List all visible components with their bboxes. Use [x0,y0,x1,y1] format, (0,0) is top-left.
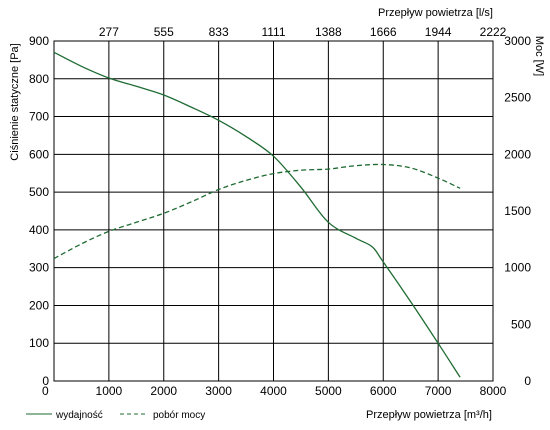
bottom-tick-label: 3000 [205,384,232,398]
bottom-tick-label: 1000 [96,384,123,398]
left-tick-label: 500 [29,185,49,199]
top-tick-label: 833 [209,25,229,39]
series-line-power [53,163,461,260]
legend-label-solid: wydajność [55,410,103,421]
series-layer [53,51,461,378]
right-tick-label: 2000 [504,147,531,161]
bottom-axis-label: Przepływ powietrza [m³/h] [366,409,492,421]
legend-label-dashed: pobór mocy [153,410,205,421]
top-axis-ticks: 277 555 833 1111 1388 1666 1944 2222 [99,25,507,39]
left-tick-label: 0 [42,374,49,388]
bottom-tick-label: 6000 [370,384,397,398]
bottom-tick-label: 7000 [425,384,452,398]
top-tick-label: 1388 [315,25,342,39]
left-tick-label: 400 [29,223,49,237]
right-tick-label: 500 [511,317,531,331]
left-axis-label: Ciśnienie statyczne [Pa] [9,43,21,160]
grid [54,41,493,381]
left-tick-label: 900 [29,34,49,48]
legend: wydajność pobór mocy [26,410,205,421]
bottom-tick-label: 8000 [480,384,507,398]
right-tick-label: 0 [524,374,531,388]
left-tick-label: 100 [29,336,49,350]
right-tick-label: 3000 [504,34,531,48]
left-tick-label: 700 [29,110,49,124]
left-tick-label: 800 [29,72,49,86]
series-line-performance [53,51,461,378]
top-tick-label: 1944 [425,25,452,39]
left-tick-label: 300 [29,261,49,275]
top-tick-label: 1111 [261,25,285,39]
bottom-tick-label: 4000 [260,384,287,398]
right-tick-label: 1500 [504,204,531,218]
top-tick-label: 1666 [370,25,397,39]
left-axis-ticks: 0 100 200 300 400 500 600 700 800 900 [29,34,49,388]
right-axis-ticks: 0 500 1000 1500 2000 2500 3000 [504,34,531,388]
left-tick-label: 600 [29,147,49,161]
top-tick-label: 555 [154,25,174,39]
bottom-tick-label: 2000 [150,384,177,398]
bottom-tick-label: 5000 [315,384,342,398]
left-tick-label: 200 [29,298,49,312]
bottom-axis-ticks: 0 1000 2000 3000 4000 5000 6000 7000 8000 [42,384,507,398]
bottom-tick-label: 0 [42,384,49,398]
top-axis-label: Przepływ powietrza [l/s] [378,7,493,19]
top-tick-label: 2222 [480,25,507,39]
right-tick-label: 1000 [504,261,531,275]
top-tick-label: 277 [99,25,119,39]
right-axis-label: Moc [W] [533,36,545,76]
plot-frame [53,40,494,382]
right-tick-label: 2500 [504,91,531,105]
